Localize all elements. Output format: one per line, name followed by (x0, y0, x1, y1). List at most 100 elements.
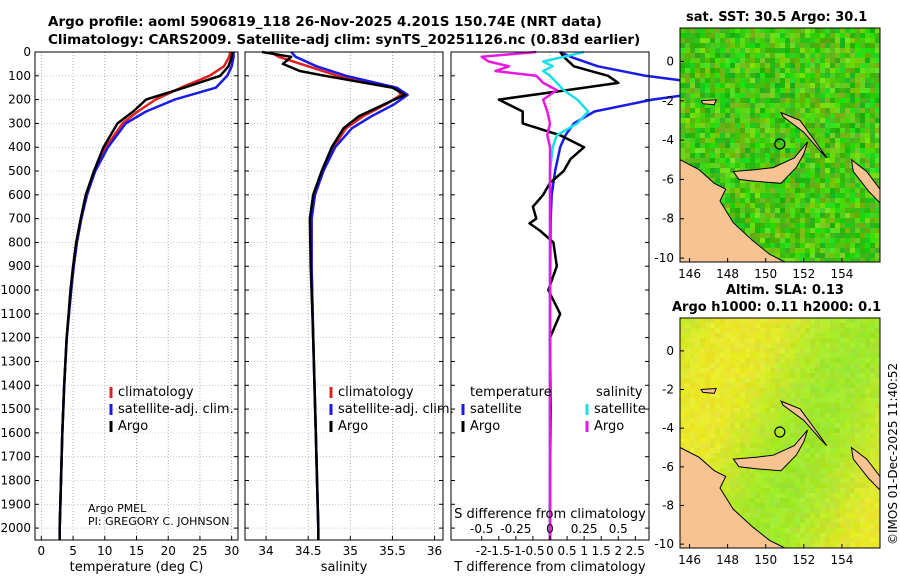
map-cell-sst (840, 98, 845, 103)
map-cell-sst (775, 133, 780, 138)
map-cell-sst (850, 33, 855, 38)
map-cell-sla (730, 433, 735, 438)
map-cell-sst (735, 153, 740, 158)
map-cell-sla (745, 378, 750, 383)
map-cell-sst (730, 213, 735, 218)
map-cell-sst (810, 28, 815, 33)
map-cell-sst (805, 168, 810, 173)
map-cell-sst (850, 53, 855, 58)
map-cell-sla (750, 418, 755, 423)
map-cell-sla (685, 433, 690, 438)
map-cell-sla (755, 438, 760, 443)
map-cell-sst (810, 223, 815, 228)
map-cell-sla (815, 323, 820, 328)
map-cell-sla (825, 418, 830, 423)
map-cell-sla (810, 518, 815, 523)
map-cell-sla (720, 353, 725, 358)
map-cell-sst (835, 63, 840, 68)
map-cell-sla (790, 358, 795, 363)
map-cell-sla (740, 378, 745, 383)
map-cell-sst (830, 73, 835, 78)
map-ytick-label-sst: -6 (662, 172, 674, 186)
map-cell-sst (750, 143, 755, 148)
map-cell-sst (730, 128, 735, 133)
map-cell-sst (750, 83, 755, 88)
map-cell-sst (775, 223, 780, 228)
map-cell-sst (715, 43, 720, 48)
map-cell-sst (720, 168, 725, 173)
map-cell-sst (845, 233, 850, 238)
map-cell-sst (875, 248, 880, 253)
map-cell-sst (715, 158, 720, 163)
map-cell-sla (710, 378, 715, 383)
map-cell-sla (780, 518, 785, 523)
map-cell-sst (825, 98, 830, 103)
map-cell-sla (870, 493, 875, 498)
map-cell-sla (695, 403, 700, 408)
map-cell-sla (785, 418, 790, 423)
map-cell-sst (735, 78, 740, 83)
map-cell-sst (800, 213, 805, 218)
map-cell-sla (830, 333, 835, 338)
map-cell-sst (825, 73, 830, 78)
map-cell-sst (860, 78, 865, 83)
map-cell-sst (745, 153, 750, 158)
map-cell-sla (760, 363, 765, 368)
map-cell-sla (850, 378, 855, 383)
map-ytick-label-sst: -4 (662, 133, 674, 147)
map-cell-sst (820, 243, 825, 248)
map-cell-sla (720, 323, 725, 328)
map-cell-sst (720, 93, 725, 98)
map-cell-sst (860, 203, 865, 208)
map-cell-sst (790, 38, 795, 43)
xlabel-diff: T difference from climatology (453, 560, 646, 575)
map-cell-sla (800, 363, 805, 368)
map-cell-sla (815, 363, 820, 368)
map-cell-sst (840, 168, 845, 173)
map-cell-sst (875, 253, 880, 258)
map-cell-sst (785, 178, 790, 183)
map-cell-sla (850, 358, 855, 363)
map-cell-sla (735, 353, 740, 358)
map-cell-sla (690, 428, 695, 433)
map-cell-sla (770, 363, 775, 368)
map-cell-sst (875, 53, 880, 58)
map-cell-sla (775, 513, 780, 518)
map-cell-sla (690, 398, 695, 403)
map-cell-sst (790, 123, 795, 128)
map-cell-sst (760, 43, 765, 48)
map-cell-sla (745, 393, 750, 398)
map-cell-sla (760, 478, 765, 483)
map-cell-sst (870, 173, 875, 178)
legend-label-diff-sal: satellite (594, 402, 646, 417)
map-cell-sst (820, 238, 825, 243)
map-cell-sla (800, 368, 805, 373)
map-cell-sla (790, 468, 795, 473)
map-cell-sst (815, 78, 820, 83)
map-cell-sla (785, 368, 790, 373)
map-cell-sst (765, 33, 770, 38)
map-cell-sla (860, 503, 865, 508)
map-cell-sla (850, 408, 855, 413)
map-cell-sla (850, 318, 855, 323)
map-cell-sst (725, 58, 730, 63)
map-cell-sst (735, 123, 740, 128)
map-cell-sst (755, 33, 760, 38)
map-cell-sla (850, 433, 855, 438)
map-cell-sla (800, 503, 805, 508)
map-cell-sla (770, 358, 775, 363)
map-cell-sla (830, 373, 835, 378)
map-cell-sst (815, 158, 820, 163)
map-cell-sla (765, 383, 770, 388)
legend-title-salinity: salinity (596, 385, 643, 400)
map-cell-sst (830, 53, 835, 58)
map-cell-sst (705, 163, 710, 168)
map-cell-sst (790, 53, 795, 58)
map-cell-sst (785, 193, 790, 198)
map-cell-sst (765, 88, 770, 93)
map-cell-sla (875, 443, 880, 448)
map-cell-sst (875, 48, 880, 53)
map-cell-sla (815, 458, 820, 463)
map-cell-sst (870, 143, 875, 148)
map-cell-sla (855, 393, 860, 398)
